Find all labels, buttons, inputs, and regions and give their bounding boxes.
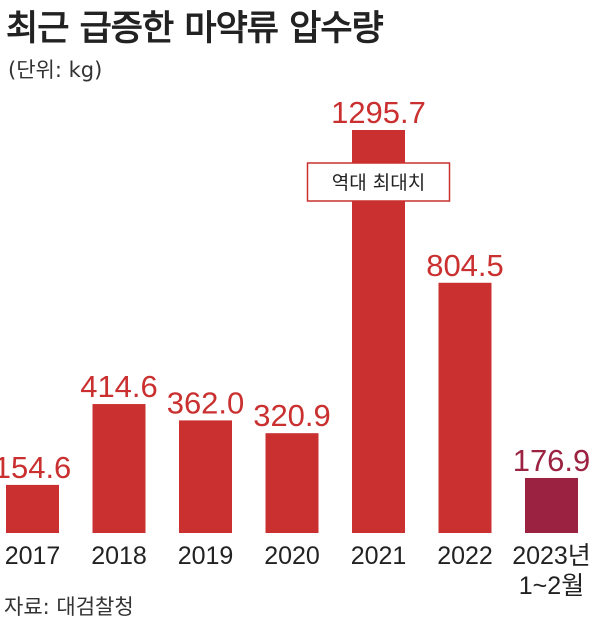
x-tick-label-6-0: 2023년 [512,542,591,570]
value-label-6: 176.9 [513,443,591,478]
unit-label: (단위: kg) [8,58,103,82]
value-label-0: 154.6 [0,450,71,485]
x-tick-label-6-1: 1~2월 [519,572,584,600]
x-tick-label-0: 2017 [5,542,61,570]
x-tick-label-4: 2021 [351,542,407,570]
x-tick-label-3: 2020 [264,542,320,570]
bar-6 [525,477,578,533]
value-label-2: 362.0 [167,385,245,420]
annotation-text: 역대 최대치 [332,172,425,194]
x-tick-label-2: 2019 [178,542,234,570]
value-label-5: 804.5 [426,248,504,283]
value-label-3: 320.9 [253,398,331,433]
x-tick-label-5: 2022 [437,542,493,570]
bar-1 [92,404,146,533]
annotation-box [306,162,451,202]
value-label-1: 414.6 [80,369,158,404]
chart-title: 최근 급증한 마약류 압수량 [6,9,384,49]
bar-3 [265,433,319,533]
x-tick-label-1: 2018 [91,542,147,570]
bar-5 [438,282,492,533]
bar-0 [6,484,59,533]
bar-2 [179,420,232,533]
value-label-4: 1295.7 [331,95,426,130]
source-note: 자료: 대검찰청 [4,595,134,619]
